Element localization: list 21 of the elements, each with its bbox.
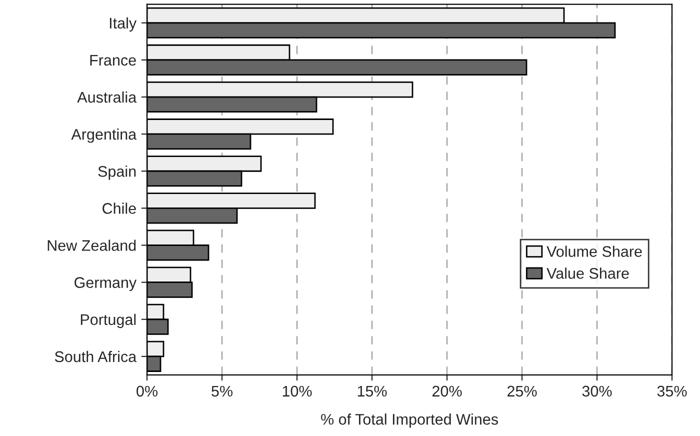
legend-label: Volume Share xyxy=(546,246,642,257)
x-tick-label: 30% xyxy=(582,386,612,397)
x-tick-label: 15% xyxy=(358,386,387,397)
x-tick-label: 10% xyxy=(282,386,312,397)
y-tick-label: Spain xyxy=(98,166,136,180)
y-tick-label: Portugal xyxy=(80,314,136,328)
y-tick-label: Chile xyxy=(102,202,136,214)
y-tick-label: Australia xyxy=(77,91,137,103)
y-tick-label: South Africa xyxy=(54,350,137,362)
x-axis-title: % of Total Imported Wines xyxy=(321,414,498,428)
x-tick-label: 35% xyxy=(657,386,687,397)
x-tick-label: 20% xyxy=(432,386,462,397)
legend-label: Value Share xyxy=(546,268,629,279)
x-tick-label: 25% xyxy=(507,386,537,397)
y-tick-label: Germany xyxy=(74,277,137,292)
y-tick-label: Argentina xyxy=(71,128,137,143)
x-tick-label: 5% xyxy=(212,386,232,397)
y-tick-label: Italy xyxy=(110,17,137,32)
x-tick-label: 0% xyxy=(136,386,158,397)
y-tick-label: New Zealand xyxy=(48,240,136,251)
y-tick-label: France xyxy=(90,54,136,66)
